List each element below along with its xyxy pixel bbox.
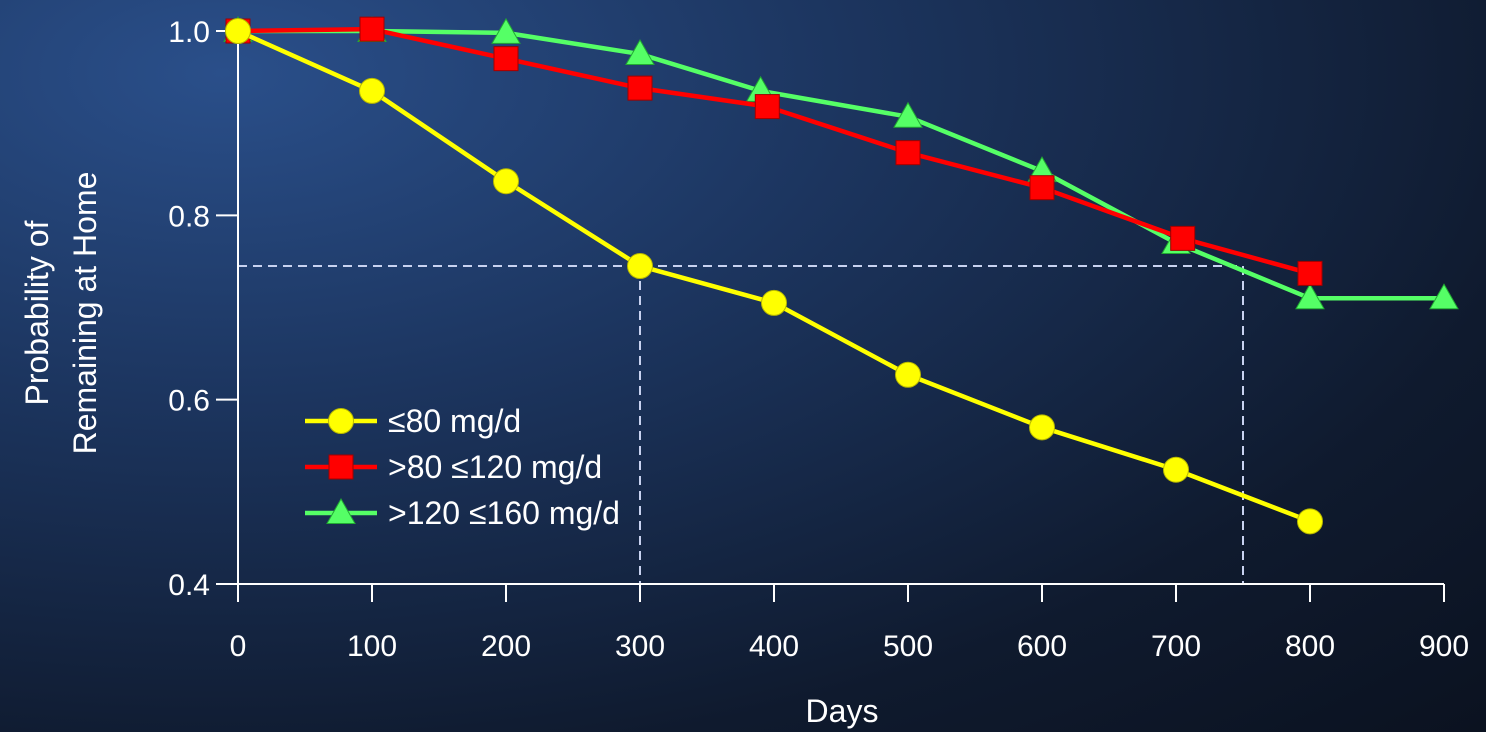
data-point <box>627 253 653 280</box>
legend-entry: >80 ≤120 mg/d <box>305 449 602 485</box>
data-point <box>359 77 385 104</box>
data-point <box>493 46 519 72</box>
series-2 <box>225 16 1323 286</box>
data-point <box>493 168 519 195</box>
series-line <box>237 26 1311 276</box>
legend-entry: ≤80 mg/d <box>305 403 521 439</box>
y-tick-label: 0.8 <box>168 200 210 233</box>
data-point <box>761 289 787 316</box>
data-point <box>225 18 251 44</box>
data-point <box>1163 456 1189 483</box>
legend-marker <box>326 497 356 524</box>
reference-lines <box>238 265 1244 584</box>
data-point <box>895 140 921 166</box>
y-axis-title-line-1: Probability of <box>19 220 55 405</box>
x-tick-label: 900 <box>1419 630 1469 663</box>
x-tick-label: 700 <box>1151 630 1201 663</box>
x-axis-title: Days <box>806 693 879 729</box>
data-point <box>1297 260 1323 286</box>
x-tick-label: 800 <box>1285 630 1335 663</box>
data-point <box>1170 225 1196 251</box>
data-point <box>895 361 921 388</box>
axis-titles: Days Probability of Remaining at Home <box>19 172 878 729</box>
data-point <box>893 101 923 128</box>
legend-marker <box>328 408 354 434</box>
series-0 <box>225 18 1323 535</box>
data-point <box>1429 283 1459 310</box>
axes: 0.4 0.6 0.8 1.0 0 100 200 300 400 500 600 700 800 900 <box>168 16 1469 663</box>
x-tick-label: 300 <box>615 630 665 663</box>
data-point <box>1029 175 1055 201</box>
y-tick-label: 0.6 <box>168 385 210 418</box>
x-tick-label: 400 <box>749 630 799 663</box>
legend-label: ≤80 mg/d <box>388 403 521 439</box>
data-point <box>1029 414 1055 441</box>
data-point <box>625 39 655 66</box>
y-tick-label: 1.0 <box>168 16 210 49</box>
data-point <box>491 17 521 44</box>
x-tick-label: 200 <box>481 630 531 663</box>
data-point <box>627 75 653 101</box>
data-point <box>1295 283 1325 310</box>
legend-label: >80 ≤120 mg/d <box>388 449 602 485</box>
data-point <box>754 94 780 120</box>
legend-label: >120 ≤160 mg/d <box>388 495 620 531</box>
x-tick-label: 500 <box>883 630 933 663</box>
y-tick-label: 0.4 <box>168 569 210 602</box>
x-tick-label: 100 <box>347 630 397 663</box>
data-point <box>359 16 385 42</box>
data-point <box>1297 508 1323 535</box>
legend: ≤80 mg/d >80 ≤120 mg/d >120 ≤160 mg/d <box>305 403 620 531</box>
y-axis-title-line-2: Remaining at Home <box>67 172 103 455</box>
series-line <box>238 28 1444 301</box>
x-tick-label: 600 <box>1017 630 1067 663</box>
series-layer <box>223 15 1459 535</box>
legend-entry: >120 ≤160 mg/d <box>305 495 620 531</box>
x-tick-label: 0 <box>230 630 247 663</box>
legend-marker <box>328 454 354 480</box>
